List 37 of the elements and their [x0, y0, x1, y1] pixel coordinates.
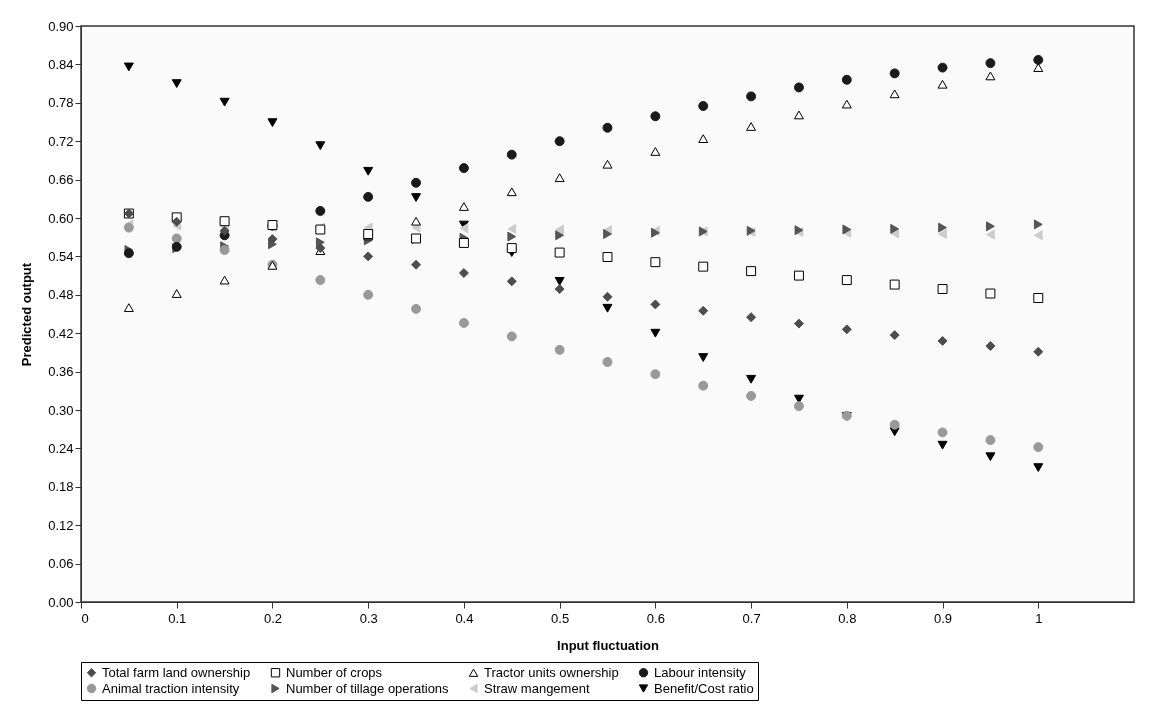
y-tick-label: 0.30	[48, 402, 74, 418]
x-tick-label: 0.9	[934, 610, 953, 626]
x-tick-label: 0	[81, 610, 89, 626]
legend-label: Straw mangement	[484, 680, 590, 696]
x-tick-label: 0.2	[263, 610, 282, 626]
y-tick-label: 0.36	[48, 364, 74, 380]
y-tick-label: 0.48	[48, 287, 74, 303]
y-tick-label: 0.42	[48, 325, 74, 341]
x-axis-title: Input fluctuation	[557, 637, 659, 653]
y-tick-label: 0.66	[48, 172, 74, 188]
x-tick-label: 0.5	[551, 610, 570, 626]
y-tick-label: 0.54	[48, 248, 74, 264]
legend-label: Total farm land ownership	[102, 664, 251, 680]
x-tick-label: 1	[1035, 610, 1043, 626]
legend-label: Benefit/Cost ratio	[654, 680, 754, 696]
legend-label: Labour intensity	[654, 664, 747, 680]
y-tick-label: 0.06	[48, 556, 74, 572]
y-axis-title: Predicted output	[19, 262, 35, 367]
y-tick-label: 0.24	[48, 440, 74, 456]
x-tick-label: 0.7	[742, 610, 761, 626]
y-tick-label: 0.12	[48, 517, 74, 533]
legend-label: Tractor units ownership	[484, 664, 619, 680]
y-tick-label: 0.60	[48, 210, 74, 226]
x-tick-label: 0.6	[646, 610, 665, 626]
x-tick-label: 0.8	[838, 610, 857, 626]
y-tick-label: 0.84	[48, 56, 74, 72]
y-tick-label: 0.90	[48, 18, 74, 34]
y-tick-label: 0.72	[48, 133, 74, 149]
legend-label: Animal traction intensity	[102, 680, 240, 696]
x-tick-label: 0.3	[359, 610, 378, 626]
x-tick-label: 0.1	[168, 610, 187, 626]
y-tick-label: 0.18	[48, 479, 74, 495]
legend-label: Number of crops	[286, 664, 383, 680]
legend-label: Number of tillage operations	[286, 680, 450, 696]
y-tick-label: 0.00	[48, 594, 74, 610]
x-tick-label: 0.4	[455, 610, 474, 626]
y-tick-label: 0.78	[48, 95, 74, 111]
